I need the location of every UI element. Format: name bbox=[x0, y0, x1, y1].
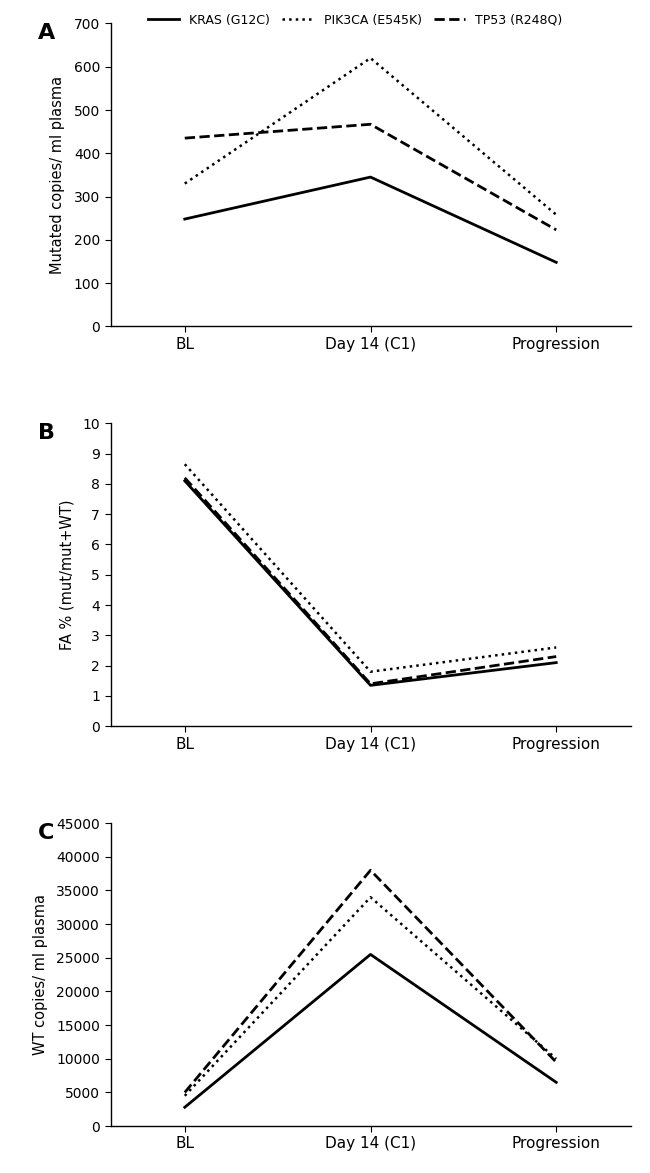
PIK3CA (E545K) bbox=[552, 640, 560, 655]
Line: PIK3CA (E545K): PIK3CA (E545K) bbox=[185, 465, 556, 672]
Y-axis label: WT copies/ ml plasma: WT copies/ ml plasma bbox=[33, 894, 48, 1056]
Y-axis label: Mutated copies/ ml plasma: Mutated copies/ ml plasma bbox=[51, 76, 66, 274]
KRAS (G12C) bbox=[367, 170, 374, 184]
PIK3CA (E545K) bbox=[181, 176, 188, 190]
Line: TP53 (R248Q): TP53 (R248Q) bbox=[185, 477, 556, 684]
TP53 (R248Q) bbox=[367, 863, 374, 877]
Line: KRAS (G12C): KRAS (G12C) bbox=[185, 481, 556, 685]
TP53 (R248Q) bbox=[552, 650, 560, 664]
Text: A: A bbox=[38, 23, 55, 43]
PIK3CA (E545K) bbox=[367, 890, 374, 904]
TP53 (R248Q) bbox=[552, 1055, 560, 1069]
KRAS (G12C) bbox=[367, 678, 374, 692]
PIK3CA (E545K) bbox=[181, 457, 188, 472]
TP53 (R248Q) bbox=[367, 677, 374, 691]
TP53 (R248Q) bbox=[181, 470, 188, 484]
KRAS (G12C) bbox=[181, 474, 188, 488]
Text: C: C bbox=[38, 823, 54, 843]
PIK3CA (E545K) bbox=[367, 52, 374, 66]
Text: B: B bbox=[38, 423, 55, 443]
TP53 (R248Q) bbox=[181, 131, 188, 145]
Legend: KRAS (G12C), PIK3CA (E545K), TP53 (R248Q): KRAS (G12C), PIK3CA (E545K), TP53 (R248Q… bbox=[143, 8, 567, 32]
PIK3CA (E545K) bbox=[367, 665, 374, 679]
KRAS (G12C) bbox=[552, 1076, 560, 1090]
TP53 (R248Q) bbox=[367, 117, 374, 131]
Line: PIK3CA (E545K): PIK3CA (E545K) bbox=[185, 59, 556, 215]
Line: KRAS (G12C): KRAS (G12C) bbox=[185, 177, 556, 263]
Line: KRAS (G12C): KRAS (G12C) bbox=[185, 955, 556, 1107]
Line: PIK3CA (E545K): PIK3CA (E545K) bbox=[185, 897, 556, 1096]
TP53 (R248Q) bbox=[181, 1085, 188, 1099]
TP53 (R248Q) bbox=[552, 223, 560, 237]
Line: TP53 (R248Q): TP53 (R248Q) bbox=[185, 124, 556, 230]
Y-axis label: FA % (mut/mut+WT): FA % (mut/mut+WT) bbox=[59, 500, 74, 650]
KRAS (G12C) bbox=[367, 948, 374, 962]
PIK3CA (E545K) bbox=[181, 1089, 188, 1103]
Line: TP53 (R248Q): TP53 (R248Q) bbox=[185, 870, 556, 1092]
KRAS (G12C) bbox=[181, 1100, 188, 1114]
KRAS (G12C) bbox=[552, 256, 560, 270]
KRAS (G12C) bbox=[181, 212, 188, 226]
Text: RGR-35: RGR-35 bbox=[152, 0, 227, 2]
PIK3CA (E545K) bbox=[552, 208, 560, 222]
KRAS (G12C) bbox=[552, 656, 560, 670]
PIK3CA (E545K) bbox=[552, 1052, 560, 1066]
